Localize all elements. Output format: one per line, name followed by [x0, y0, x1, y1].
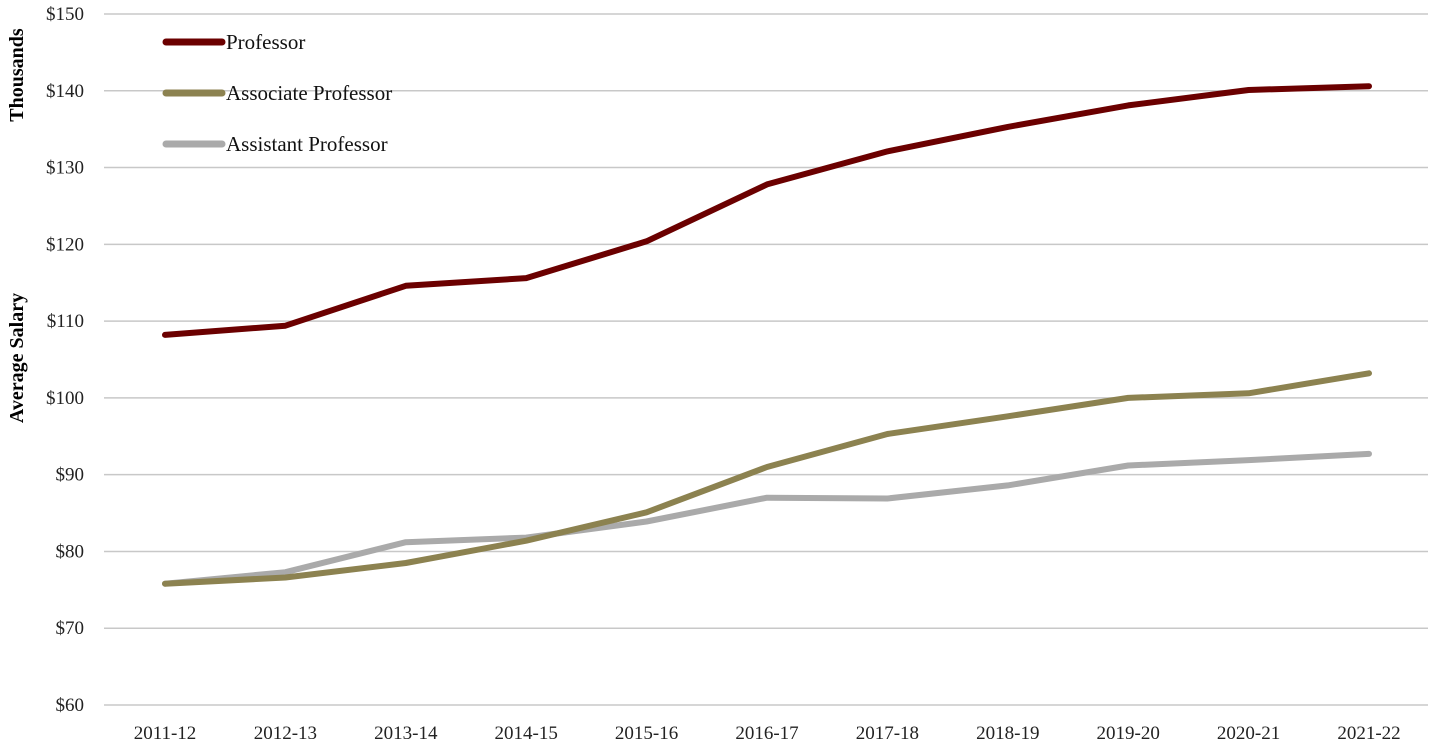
x-tick-label: 2021-22	[1337, 723, 1400, 744]
x-tick-label: 2017-18	[856, 723, 919, 744]
legend-label: Associate Professor	[226, 81, 392, 105]
legend-label: Professor	[226, 30, 305, 54]
x-tick-label: 2011-12	[134, 723, 197, 744]
series-line-assistant-professor	[162, 450, 1372, 587]
y-tick-label: $120	[46, 234, 84, 255]
x-tick-label: 2013-14	[374, 723, 438, 744]
x-tick-label: 2019-20	[1097, 723, 1160, 744]
y-axis-title: Average Salary	[6, 293, 28, 423]
x-tick-label: 2015-16	[615, 723, 678, 744]
y-tick-label: $60	[56, 695, 85, 716]
series-line-professor	[162, 83, 1372, 338]
series-lines	[162, 83, 1372, 587]
legend: Professor Associate Professor Assistant Pr…	[162, 30, 392, 156]
x-tick-label: 2016-17	[735, 723, 798, 744]
x-tick-label: 2012-13	[254, 723, 317, 744]
y-tick-label: $90	[56, 465, 85, 486]
y-tick-label: $100	[46, 388, 84, 409]
y-axis-unit-label: Thousands	[6, 28, 28, 122]
y-tick-label: $110	[47, 311, 84, 332]
x-tick-label: 2014-15	[495, 723, 558, 744]
x-axis-tick-labels: 2011-12 2012-13 2013-14 2014-15 2015-16 2016-…	[134, 723, 1401, 744]
y-tick-label: $150	[46, 4, 84, 25]
legend-label: Assistant Professor	[226, 132, 388, 156]
x-tick-label: 2020-21	[1217, 723, 1280, 744]
y-axis-tick-labels: $60 $70 $80 $90 $100 $110 $120 $130 $140 $150	[46, 4, 84, 716]
x-tick-label: 2018-19	[976, 723, 1039, 744]
y-tick-label: $70	[56, 618, 85, 639]
y-tick-label: $80	[56, 541, 85, 562]
series-line-associate-professor	[162, 370, 1372, 587]
y-tick-label: $130	[46, 158, 84, 179]
y-tick-label: $140	[46, 81, 84, 102]
gridlines	[104, 13, 1428, 706]
